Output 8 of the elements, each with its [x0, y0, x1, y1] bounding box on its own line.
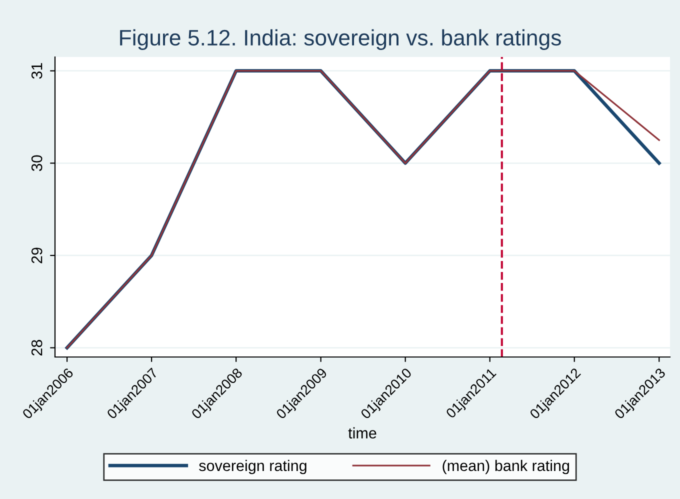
y-tick-label: 31	[31, 63, 42, 79]
chart-title: Figure 5.12. India: sovereign vs. bank ratings	[120, 29, 561, 50]
y-tick-label: 29	[31, 248, 42, 264]
y-tick-label: 30	[31, 155, 42, 172]
legend-label: sovereign rating	[199, 460, 306, 474]
x-axis-title: time	[348, 427, 376, 439]
legend-label: (mean) bank rating	[442, 460, 570, 474]
y-tick-label: 28	[31, 340, 42, 356]
